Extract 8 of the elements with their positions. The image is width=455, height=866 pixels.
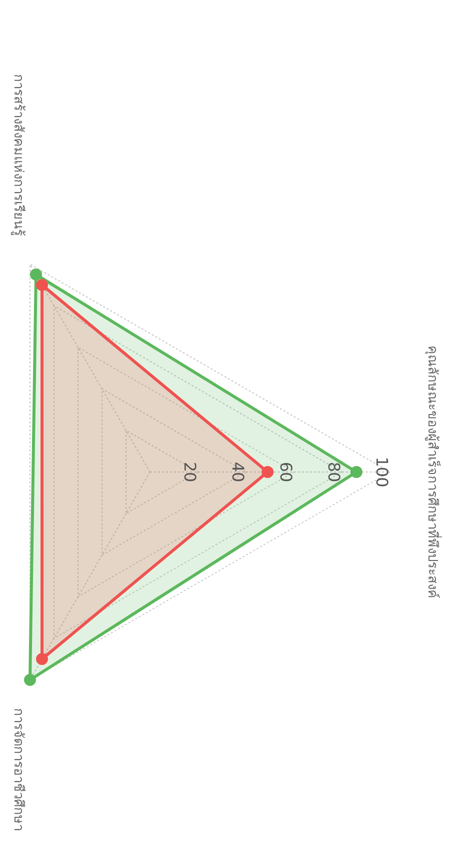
y-tick-label: 60 bbox=[276, 462, 296, 482]
y-tick-label: 80 bbox=[324, 462, 344, 482]
y-tick-label: 20 bbox=[180, 462, 200, 482]
y-tick-label: 40 bbox=[228, 462, 248, 482]
spoke-label: การจัดการอาชีวศึกษา bbox=[10, 708, 26, 831]
spoke-label: การสร้างสังคมแห่งการเรียนรู้ bbox=[10, 74, 26, 236]
spoke-label: คุณลักษณะของผู้สำเร็จการศึกษาที่พึงประสงค์ bbox=[424, 346, 442, 598]
y-tick-label: 100 bbox=[372, 456, 392, 488]
